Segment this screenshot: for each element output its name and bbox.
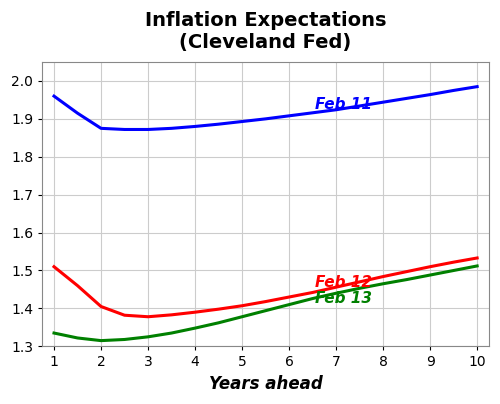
Title: Inflation Expectations
(Cleveland Fed): Inflation Expectations (Cleveland Fed) <box>145 11 386 52</box>
Text: Feb 11: Feb 11 <box>315 97 372 112</box>
X-axis label: Years ahead: Years ahead <box>208 375 322 393</box>
Text: Feb 13: Feb 13 <box>315 291 372 306</box>
Text: Feb 12: Feb 12 <box>315 275 372 290</box>
